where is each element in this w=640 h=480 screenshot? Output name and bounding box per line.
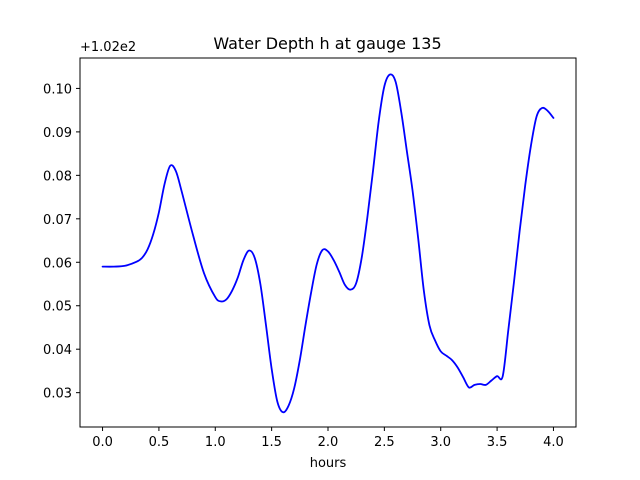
x-tick-label: 3.0 [430, 435, 451, 450]
chart-title: Water Depth h at gauge 135 [213, 34, 441, 53]
y-offset-label: +1.02e2 [80, 40, 136, 55]
axes-frame [79, 57, 577, 428]
series-line [101, 73, 555, 414]
y-axis-ticks: 0.03 0.04 0.05 0.06 0.07 0.08 0.09 0.10 [43, 82, 80, 402]
y-tick-label: 0.07 [43, 213, 72, 228]
x-tick-label: 1.5 [261, 435, 282, 450]
y-tick-label: 0.05 [43, 300, 72, 315]
x-tick-label: 2.5 [374, 435, 395, 450]
y-tick-label: 0.09 [43, 126, 72, 141]
x-tick-label: 3.5 [487, 435, 508, 450]
y-tick-label: 0.03 [43, 387, 72, 402]
y-tick-label: 0.06 [43, 256, 72, 271]
x-tick-label: 0.0 [92, 435, 113, 450]
y-tick-label: 0.10 [43, 82, 72, 97]
plot-area [101, 73, 555, 414]
x-tick-label: 2.0 [318, 435, 339, 450]
y-tick-label: 0.04 [43, 343, 72, 358]
x-tick-label: 4.0 [543, 435, 564, 450]
x-axis-label: hours [310, 456, 347, 471]
x-axis-ticks: 0.0 0.5 1.0 1.5 2.0 2.5 3.0 3.5 4.0 [92, 427, 564, 450]
x-tick-label: 0.5 [149, 435, 170, 450]
y-tick-label: 0.08 [43, 169, 72, 184]
x-tick-label: 1.0 [205, 435, 226, 450]
